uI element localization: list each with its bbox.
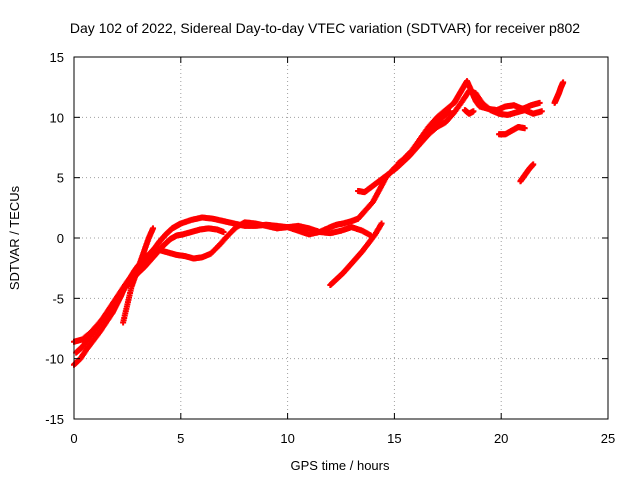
x-tick-label: 20 [494,431,508,446]
data-point [446,108,453,115]
y-tick-label: -5 [52,291,64,306]
data-point [521,125,528,132]
data-point [560,79,567,86]
data-point [150,225,157,232]
data-point [220,228,227,235]
data-point [378,220,385,227]
y-tick-label: 15 [50,50,64,65]
data-point [536,99,543,106]
x-tick-label: 5 [177,431,184,446]
data-points [71,78,567,368]
y-tick-label: 10 [50,110,64,125]
chart-title: Day 102 of 2022, Sidereal Day-to-day VTE… [70,20,580,36]
y-tick-label: 0 [57,231,64,246]
y-axis-label: SDTVAR / TECUs [7,185,22,290]
x-axis-label: GPS time / hours [291,458,390,473]
x-tick-label: 0 [70,431,77,446]
y-tick-label: 5 [57,171,64,186]
data-point [530,161,537,168]
x-tick-label: 10 [280,431,294,446]
axis-ticks: 0 5 10 15 20 25 -15 -10 -5 0 5 10 15 [45,50,615,446]
y-tick-label: -15 [45,412,64,427]
data-point [538,108,545,115]
x-tick-label: 15 [387,431,401,446]
x-tick-label: 25 [601,431,615,446]
data-point [470,108,477,115]
y-tick-label: -10 [45,352,64,367]
